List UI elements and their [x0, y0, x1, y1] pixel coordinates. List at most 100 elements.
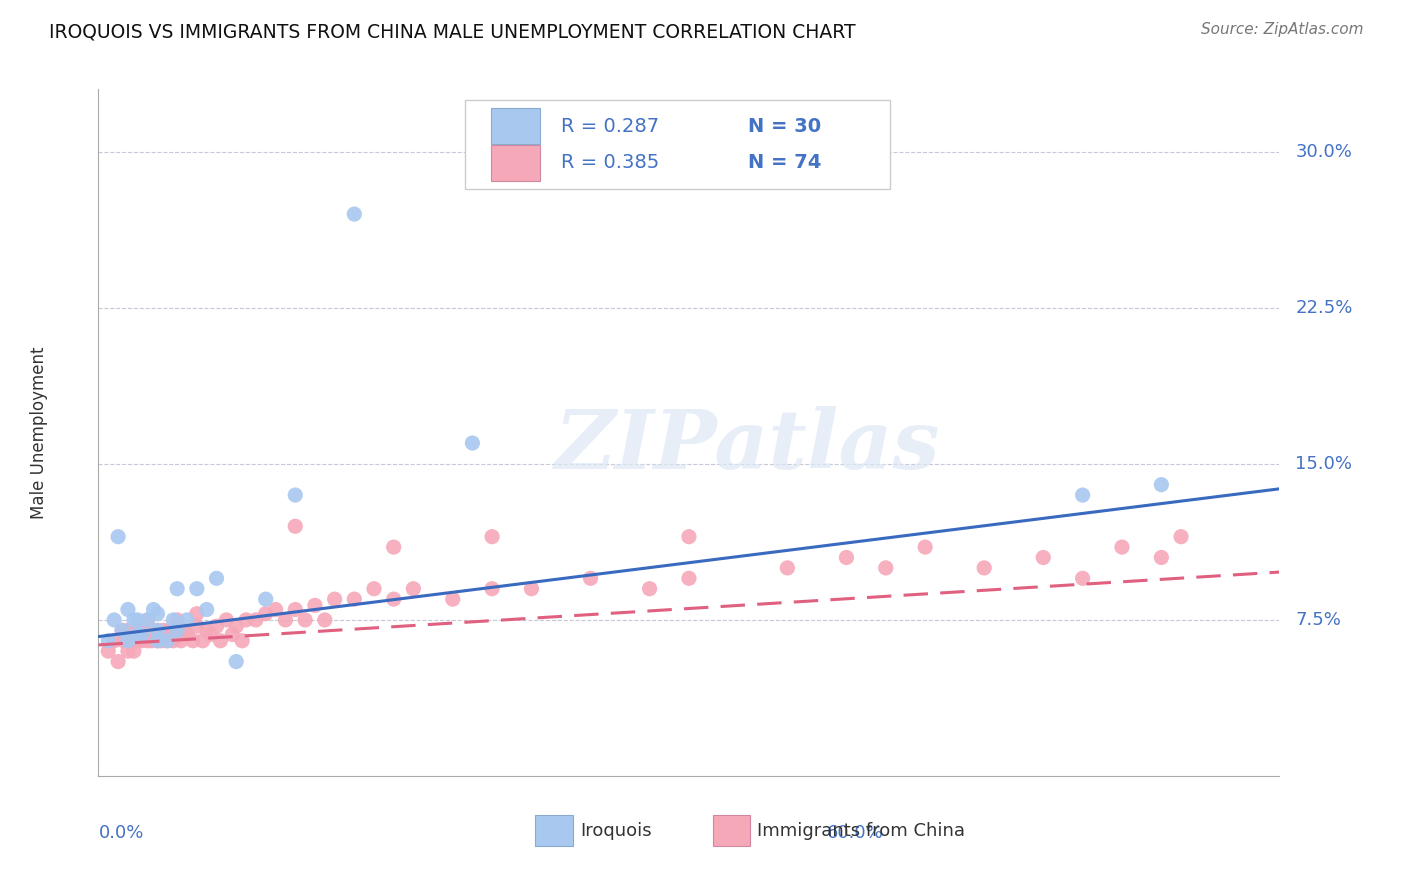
FancyBboxPatch shape — [491, 109, 540, 145]
Point — [186, 619, 208, 633]
Point — [107, 655, 129, 669]
Point — [152, 624, 174, 638]
Point — [122, 644, 145, 658]
Point — [254, 592, 277, 607]
Text: N = 74: N = 74 — [748, 153, 821, 172]
Point — [122, 613, 145, 627]
Point — [221, 627, 243, 641]
Point — [156, 633, 179, 648]
Point — [127, 627, 149, 641]
Point — [195, 624, 218, 638]
Point — [678, 530, 700, 544]
Point — [174, 624, 197, 638]
FancyBboxPatch shape — [713, 815, 751, 847]
Point — [103, 633, 125, 648]
Text: 30.0%: 30.0% — [1295, 143, 1353, 161]
Point — [146, 624, 169, 638]
Point — [678, 571, 700, 585]
Point — [191, 633, 214, 648]
Point — [205, 571, 228, 585]
Point — [225, 619, 247, 633]
Point — [254, 607, 277, 621]
Text: N = 30: N = 30 — [748, 117, 821, 136]
Point — [363, 582, 385, 596]
Point — [1071, 488, 1094, 502]
Text: 60.0%: 60.0% — [827, 824, 884, 842]
Point — [835, 550, 858, 565]
Point — [1150, 550, 1173, 565]
Point — [142, 602, 165, 616]
Point — [382, 592, 405, 607]
Point — [875, 561, 897, 575]
Point — [136, 613, 159, 627]
Point — [132, 624, 155, 638]
Point — [382, 540, 405, 554]
Point — [245, 613, 267, 627]
Point — [914, 540, 936, 554]
Text: Iroquois: Iroquois — [581, 822, 652, 840]
Point — [107, 530, 129, 544]
Point — [461, 436, 484, 450]
Text: 0.0%: 0.0% — [98, 824, 143, 842]
Point — [402, 582, 425, 596]
Point — [1111, 540, 1133, 554]
Point — [97, 644, 120, 658]
Point — [157, 624, 180, 638]
Point — [136, 613, 159, 627]
Point — [638, 582, 661, 596]
Point — [176, 627, 198, 641]
Point — [304, 599, 326, 613]
Point — [146, 633, 169, 648]
Point — [481, 582, 503, 596]
Point — [284, 488, 307, 502]
Text: Source: ZipAtlas.com: Source: ZipAtlas.com — [1201, 22, 1364, 37]
Point — [231, 633, 253, 648]
Point — [1032, 550, 1054, 565]
Point — [166, 613, 188, 627]
Point — [209, 633, 232, 648]
Point — [1071, 571, 1094, 585]
Text: IROQUOIS VS IMMIGRANTS FROM CHINA MALE UNEMPLOYMENT CORRELATION CHART: IROQUOIS VS IMMIGRANTS FROM CHINA MALE U… — [49, 22, 856, 41]
Point — [274, 613, 297, 627]
Point — [181, 633, 204, 648]
Point — [150, 633, 173, 648]
Point — [200, 627, 222, 641]
Point — [156, 633, 179, 648]
FancyBboxPatch shape — [536, 815, 574, 847]
Point — [121, 633, 143, 648]
Point — [162, 633, 184, 648]
Point — [186, 582, 208, 596]
Point — [520, 582, 543, 596]
FancyBboxPatch shape — [464, 100, 890, 189]
Point — [1150, 477, 1173, 491]
Text: 15.0%: 15.0% — [1295, 455, 1353, 473]
Text: ZIPatlas: ZIPatlas — [555, 407, 941, 486]
Point — [225, 655, 247, 669]
Point — [127, 633, 149, 648]
Point — [264, 602, 287, 616]
Point — [215, 613, 238, 627]
Point — [146, 607, 169, 621]
Point — [186, 607, 208, 621]
Text: Male Unemployment: Male Unemployment — [31, 346, 48, 519]
Point — [314, 613, 336, 627]
Point — [170, 633, 193, 648]
Text: 7.5%: 7.5% — [1295, 611, 1341, 629]
Point — [117, 624, 139, 638]
FancyBboxPatch shape — [491, 145, 540, 180]
Point — [111, 624, 134, 638]
Point — [146, 624, 169, 638]
Point — [103, 613, 125, 627]
Text: Immigrants from China: Immigrants from China — [758, 822, 966, 840]
Point — [111, 624, 134, 638]
Point — [146, 633, 169, 648]
Point — [112, 633, 135, 648]
Text: R = 0.287: R = 0.287 — [561, 117, 659, 136]
Point — [323, 592, 346, 607]
Point — [117, 644, 139, 658]
Point — [294, 613, 316, 627]
Point — [343, 592, 366, 607]
Point — [343, 207, 366, 221]
Point — [97, 633, 120, 648]
Point — [481, 530, 503, 544]
